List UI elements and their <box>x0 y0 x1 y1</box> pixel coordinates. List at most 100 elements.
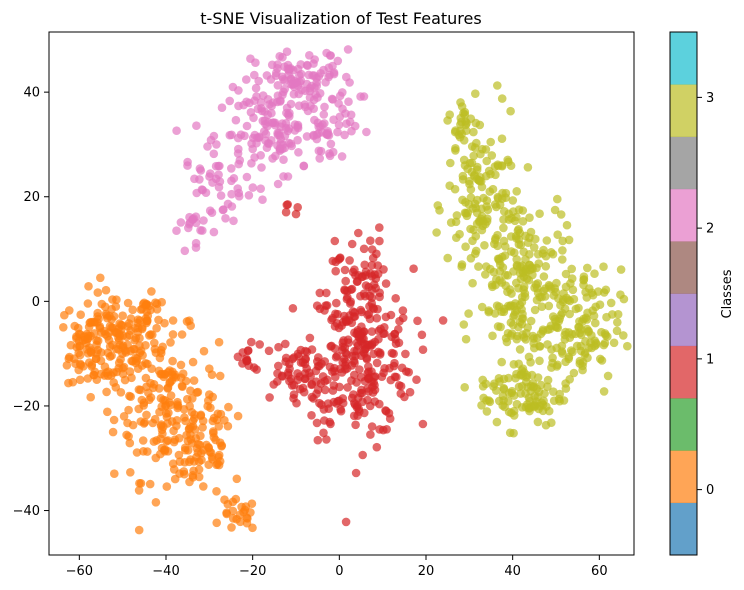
data-point <box>209 227 219 237</box>
data-point <box>541 251 551 261</box>
data-point <box>319 110 329 119</box>
data-point <box>498 263 508 272</box>
data-point <box>438 316 448 325</box>
data-point <box>493 161 503 171</box>
data-point <box>609 338 619 348</box>
data-point <box>103 407 112 417</box>
data-point <box>599 262 608 272</box>
data-point <box>267 101 276 111</box>
data-point <box>60 310 69 320</box>
data-point <box>418 419 428 429</box>
data-point <box>262 71 272 80</box>
data-point <box>223 199 233 209</box>
data-point <box>286 139 296 148</box>
data-point <box>306 372 315 381</box>
data-point <box>284 70 293 79</box>
data-point <box>227 130 236 140</box>
data-point <box>250 130 260 140</box>
data-point <box>335 253 345 262</box>
data-point <box>305 333 315 343</box>
data-point <box>233 149 243 158</box>
data-point <box>248 144 257 154</box>
data-point <box>342 72 351 82</box>
data-point <box>356 92 365 101</box>
data-point <box>613 310 623 319</box>
data-point <box>199 216 208 225</box>
data-point <box>526 316 536 326</box>
data-point <box>398 306 408 315</box>
data-point <box>163 383 173 393</box>
data-point <box>208 392 217 402</box>
data-point <box>96 273 105 283</box>
data-point <box>242 172 252 182</box>
data-point <box>582 324 592 334</box>
data-point <box>142 410 151 420</box>
data-point <box>351 468 361 478</box>
data-point <box>217 103 227 112</box>
data-point <box>578 365 587 375</box>
data-point <box>450 184 460 194</box>
data-point <box>495 396 504 406</box>
data-point <box>350 346 359 356</box>
data-point <box>471 249 480 258</box>
data-point <box>83 299 93 308</box>
x-axis: −60 −40 −20 0 20 40 60 <box>66 555 608 579</box>
data-point <box>312 134 322 144</box>
data-point <box>177 381 187 391</box>
data-point <box>368 253 378 263</box>
data-point <box>89 370 99 380</box>
data-point <box>320 385 330 395</box>
y-tick-label: −20 <box>13 399 40 414</box>
data-point <box>459 136 469 145</box>
data-point <box>350 358 359 368</box>
x-tick-label: −20 <box>239 564 266 579</box>
data-point <box>381 279 391 288</box>
data-point <box>467 158 477 168</box>
data-point <box>163 419 172 428</box>
data-point <box>471 118 481 128</box>
data-point <box>293 122 303 131</box>
data-point <box>558 246 567 255</box>
data-point <box>356 351 366 361</box>
x-tick-label: 0 <box>335 564 343 579</box>
data-point <box>470 143 480 152</box>
data-point <box>523 238 533 247</box>
data-point <box>381 312 391 322</box>
data-point <box>192 121 201 130</box>
data-point <box>567 264 576 274</box>
data-point <box>116 388 126 397</box>
data-point <box>464 200 474 209</box>
data-point <box>180 246 190 256</box>
data-point <box>564 235 574 245</box>
data-point <box>303 106 313 116</box>
data-point <box>188 473 198 482</box>
data-point <box>286 79 296 89</box>
data-point <box>529 339 538 348</box>
data-point <box>138 351 147 360</box>
data-point <box>293 349 303 359</box>
data-point <box>506 161 516 170</box>
data-point <box>343 383 352 392</box>
data-point <box>509 312 518 322</box>
data-point <box>102 387 111 397</box>
data-point <box>312 418 322 428</box>
data-point <box>294 148 303 157</box>
data-point <box>93 336 103 346</box>
data-point <box>461 242 470 251</box>
data-point <box>175 457 185 467</box>
data-point <box>510 248 519 257</box>
data-point <box>482 407 492 416</box>
data-point <box>349 390 358 399</box>
data-point <box>550 205 560 215</box>
data-point <box>309 95 319 105</box>
data-point <box>372 442 382 452</box>
colorbar-tick-label: 3 <box>706 91 714 106</box>
data-point <box>209 149 219 159</box>
data-point <box>461 209 471 218</box>
data-point <box>128 305 137 315</box>
data-point <box>255 340 264 349</box>
data-point <box>330 236 340 246</box>
data-point <box>168 316 178 325</box>
data-point <box>366 430 375 439</box>
